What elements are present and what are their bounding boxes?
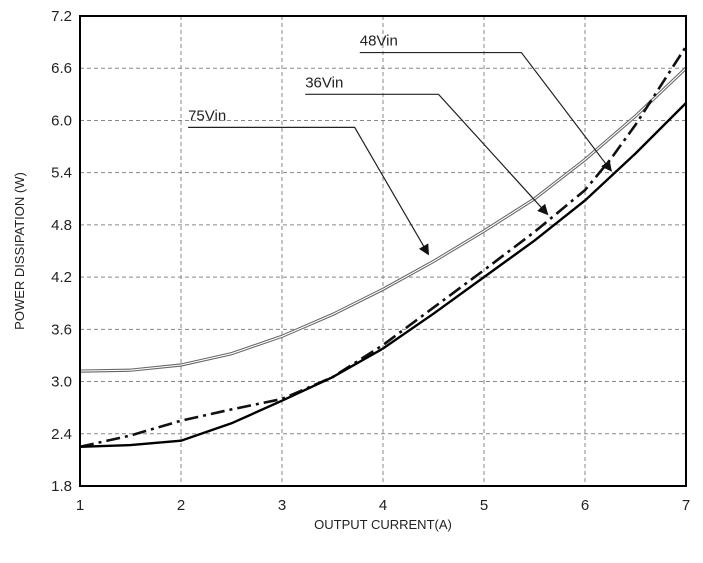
x-tick-label: 7 bbox=[682, 497, 690, 514]
plot-frame bbox=[79, 15, 687, 487]
x-tick-label: 1 bbox=[76, 497, 84, 514]
y-tick-label: 3.6 bbox=[51, 321, 72, 338]
annotation-75vin-leader-arrow bbox=[188, 126, 429, 256]
y-tick-label: 5.4 bbox=[51, 165, 72, 182]
annotations: 75Vin 36Vin 48Vin bbox=[188, 33, 612, 256]
annotation-36vin-label: 36Vin bbox=[305, 74, 343, 91]
x-tick-label: 6 bbox=[581, 497, 589, 514]
y-tick-label: 2.4 bbox=[51, 426, 72, 443]
y-tick-label: 1.8 bbox=[51, 478, 72, 495]
grid bbox=[80, 16, 686, 486]
tick-labels: 1 2 3 4 5 6 7 1.8 2.4 3.0 3.6 4.2 4.8 5.4 6.0 6.6 7.2 bbox=[51, 8, 690, 514]
y-axis-label: POWER DISSIPATION (W) bbox=[12, 172, 27, 330]
x-axis-label: OUTPUT CURRENT(A) bbox=[314, 517, 452, 532]
annotation-48vin-leader-arrow bbox=[359, 51, 612, 172]
x-tick-label: 2 bbox=[177, 497, 185, 514]
y-tick-label: 4.8 bbox=[51, 217, 72, 234]
y-tick-label: 6.0 bbox=[51, 112, 72, 129]
y-tick-label: 6.6 bbox=[51, 60, 72, 77]
y-tick-label: 4.2 bbox=[51, 269, 72, 286]
series-line-75vin-inner bbox=[79, 67, 687, 372]
annotation-75vin-label: 75Vin bbox=[188, 107, 226, 124]
y-tick-label: 7.2 bbox=[51, 8, 72, 25]
annotation-36vin-leader-arrow bbox=[305, 93, 549, 216]
x-tick-label: 3 bbox=[278, 497, 286, 514]
y-tick-label: 3.0 bbox=[51, 374, 72, 391]
annotation-48vin-label: 48Vin bbox=[360, 33, 398, 50]
x-tick-label: 4 bbox=[379, 497, 387, 514]
series-line-36vin bbox=[79, 45, 688, 449]
x-tick-label: 5 bbox=[480, 497, 488, 514]
series-line-48vin bbox=[79, 102, 687, 448]
series-lines bbox=[79, 45, 688, 449]
